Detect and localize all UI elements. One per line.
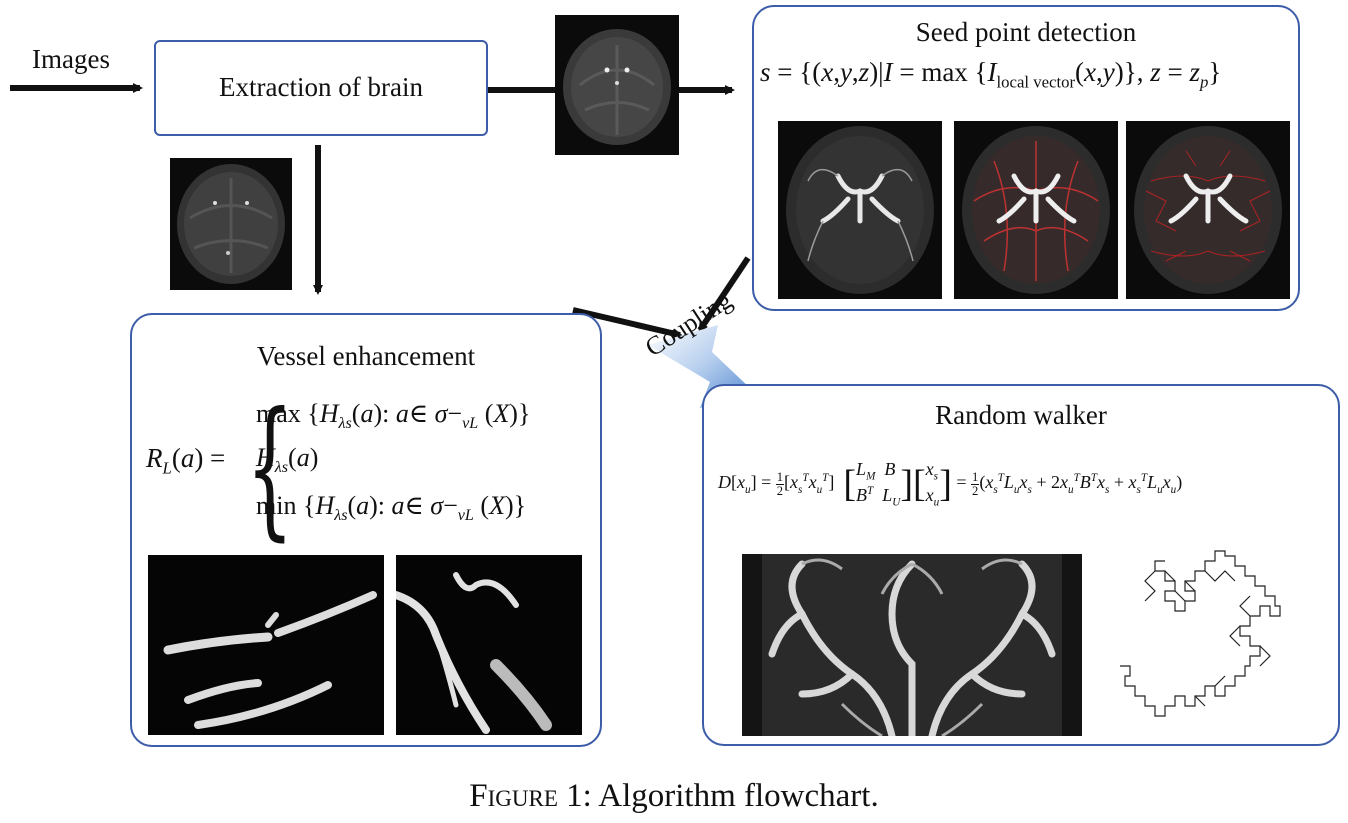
figure-caption: Figure 1: Algorithm flowchart. <box>0 778 1348 815</box>
extraction-box: Extraction of brain <box>154 40 488 136</box>
walker-vessel-render-image <box>742 554 1082 736</box>
vessel-formula-brace: { <box>246 381 294 555</box>
random-walk-path-image <box>1120 550 1281 717</box>
vessel-formula-case-2: Hλs(a) <box>256 443 319 477</box>
vessel-formula-case-1: max {Hλs(a): a∈ σ−vL (X)} <box>256 399 531 433</box>
random-walker-box: Random walker D[xu] = 1 2 [xsTxuT] [LM B BT… <box>702 384 1340 746</box>
seed-angiogram-image-3 <box>1126 121 1290 299</box>
seed-subscript-p: p <box>1199 72 1209 92</box>
brain-slice-image-left <box>170 158 292 290</box>
input-label: Images <box>32 44 110 74</box>
seed-subscript-local-vector: local vector <box>996 72 1076 92</box>
vessel-to-coupling-arrow <box>572 307 683 339</box>
caption-text: Algorithm flowchart. <box>591 778 879 814</box>
walker-formula: D[xu] = 1 2 [xsTxuT] [LM B BT LU][xs xu] = 1… <box>718 459 1183 509</box>
walker-title: Random walker <box>935 400 1107 430</box>
vessel-enhanced-image-2 <box>396 555 582 735</box>
seed-to-coupling-arrow <box>697 256 751 333</box>
seed-formula: s = {(x,y,z)|I = max {Ilocal vector(x,y)… <box>760 57 1222 92</box>
vessel-formula-lhs: RL(a) = <box>146 443 226 478</box>
brain-slice-image-top <box>555 15 679 155</box>
vessel-title: Vessel enhancement <box>256 341 476 371</box>
seed-angiogram-image-2 <box>954 121 1118 299</box>
caption-prefix: Figure 1: <box>469 778 592 814</box>
extraction-label: Extraction of brain <box>219 72 423 102</box>
vessel-enhancement-box: Vessel enhancement RL(a) = { max {Hλs(a)… <box>130 313 602 747</box>
seed-angiogram-image-1 <box>778 121 942 299</box>
seed-detection-box: Seed point detection s = {(x,y,z)|I = ma… <box>752 5 1300 311</box>
seed-title: Seed point detection <box>915 17 1137 47</box>
vessel-formula-case-3: min {Hλs(a): a∈ σ−vL (X)} <box>256 491 527 525</box>
vessel-enhanced-image-1 <box>148 555 384 735</box>
